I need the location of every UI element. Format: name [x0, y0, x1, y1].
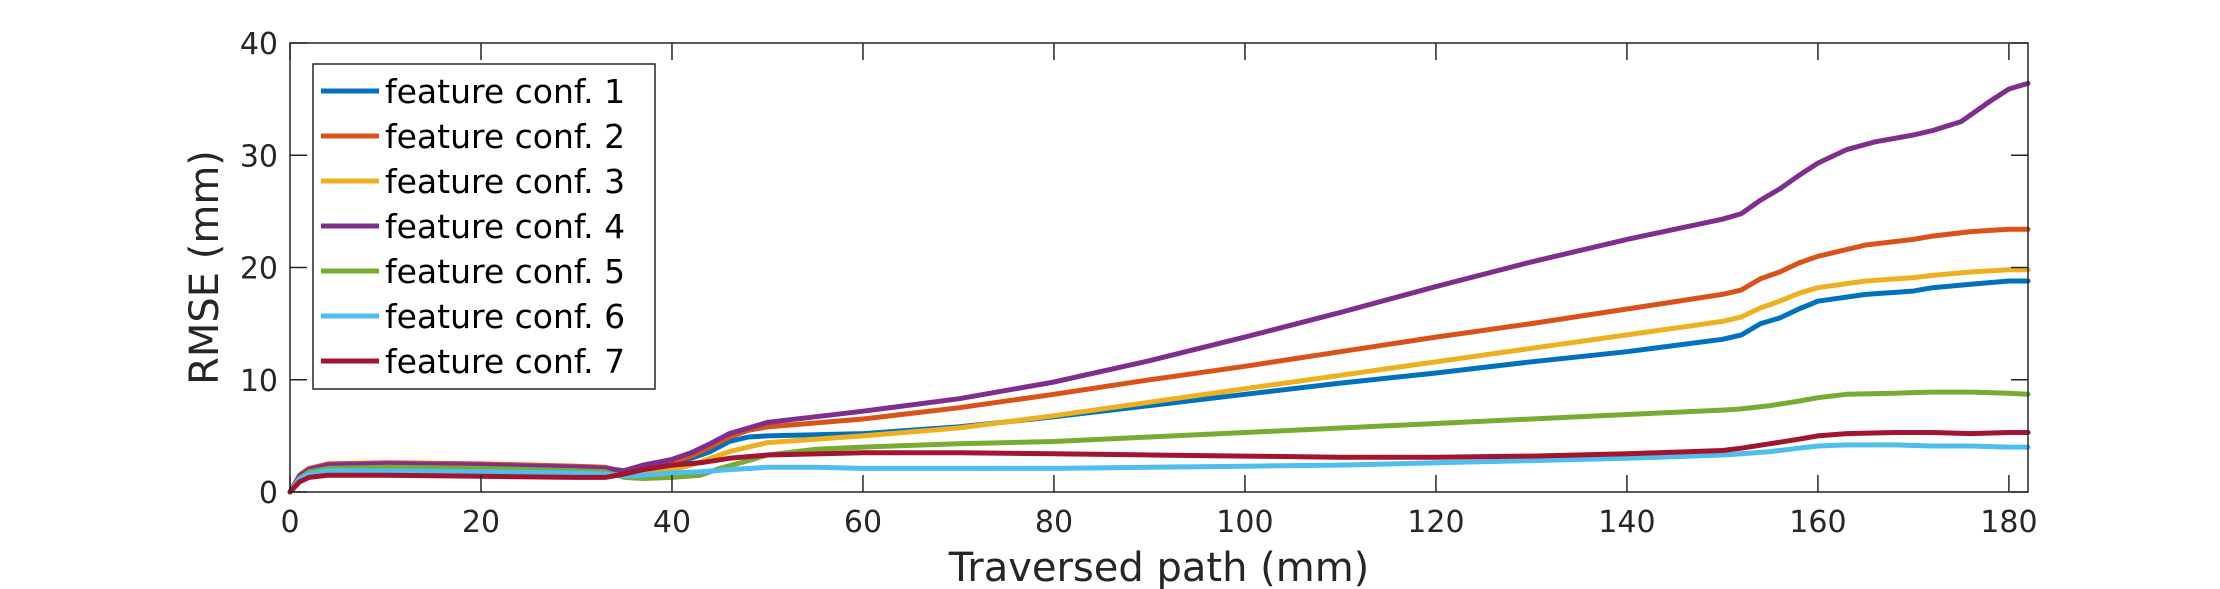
legend-label-5: feature conf. 5: [385, 252, 625, 291]
y-tick-label: 40: [240, 27, 278, 62]
x-tick-label: 120: [1407, 505, 1464, 540]
x-tick-label: 40: [653, 505, 691, 540]
y-tick-label: 10: [240, 364, 278, 399]
legend-label-1: feature conf. 1: [385, 72, 625, 111]
y-tick-label: 30: [240, 139, 278, 174]
series-line-7: [287, 430, 2031, 495]
plot-area: [287, 80, 2031, 495]
x-tick-label: 20: [462, 505, 500, 540]
x-tick-label: 80: [1035, 505, 1073, 540]
x-tick-label: 100: [1216, 505, 1273, 540]
legend-label-7: feature conf. 7: [385, 342, 625, 381]
x-tick-label: 140: [1598, 505, 1655, 540]
series-line-4: [287, 80, 2031, 495]
legend-label-4: feature conf. 4: [385, 207, 625, 246]
x-tick-label: 60: [844, 505, 882, 540]
legend-label-6: feature conf. 6: [385, 297, 625, 336]
x-tick-label: 160: [1789, 505, 1846, 540]
legend-label-3: feature conf. 3: [385, 162, 625, 201]
tick-labels: 0 20 40 60 80 100 120 140 160 180 0 10 20 30 40: [240, 27, 2038, 540]
x-axis-label: Traversed path (mm): [948, 545, 1370, 589]
x-tick-label: 180: [1980, 505, 2037, 540]
series-line-6: [287, 442, 2031, 495]
x-tick-label: 0: [280, 505, 299, 540]
y-tick-label: 0: [259, 476, 278, 511]
y-tick-label: 20: [240, 252, 278, 287]
legend-label-2: feature conf. 2: [385, 117, 625, 156]
tick-marks: [289, 42, 2028, 493]
legend: feature conf. 1 feature conf. 2 feature co…: [312, 63, 656, 390]
y-axis-label: RMSE (mm): [182, 150, 228, 385]
